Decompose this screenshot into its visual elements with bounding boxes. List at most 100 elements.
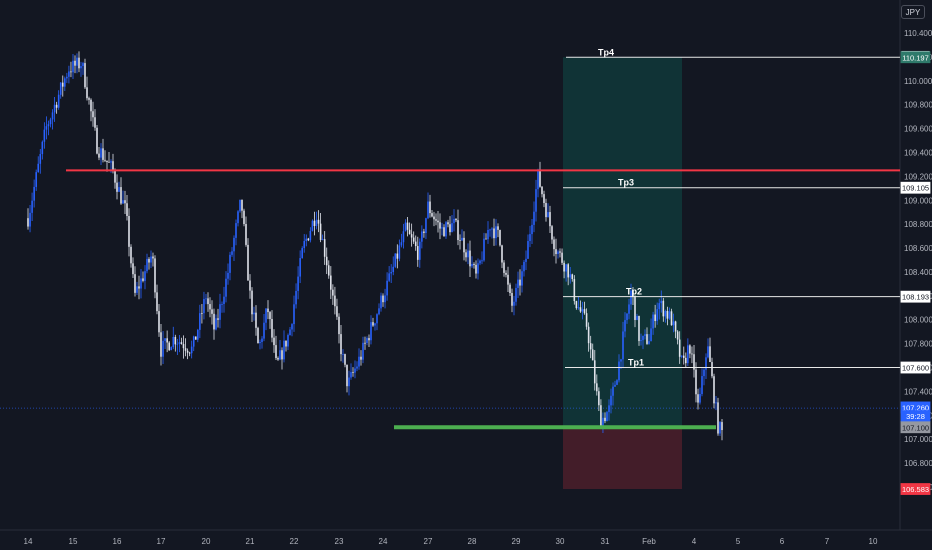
candle-body (313, 220, 316, 226)
candle (475, 260, 477, 279)
candle (636, 313, 638, 321)
candle-body (598, 391, 600, 406)
candle-body (606, 412, 608, 422)
candle-body (612, 386, 614, 396)
candle-body (59, 82, 62, 95)
candle (229, 251, 231, 281)
candle-body (201, 313, 203, 314)
candle (227, 263, 229, 285)
price-badge-text: 107.260 (902, 403, 929, 412)
candle (126, 195, 128, 221)
candle-body (600, 405, 602, 429)
candle-body (366, 338, 368, 344)
candle-body (429, 201, 431, 214)
candle (144, 265, 146, 290)
candle (72, 53, 74, 80)
candle (205, 294, 207, 305)
candle (493, 218, 495, 246)
y-tick-label: 109.000 (904, 196, 932, 205)
candle (402, 223, 405, 249)
candle (449, 216, 451, 236)
candle-body (61, 82, 64, 87)
candle-body (51, 112, 54, 120)
candle (719, 421, 721, 437)
candle-body (265, 308, 267, 323)
candle-body (445, 222, 447, 237)
y-tick-label: 110.000 (904, 77, 932, 86)
candle (529, 225, 531, 248)
candle-body (610, 395, 612, 406)
candle-body (144, 271, 146, 281)
candle-body (549, 212, 551, 227)
y-tick-label: 107.400 (904, 387, 932, 396)
candle-body (489, 229, 491, 231)
candle (587, 322, 590, 352)
candle (114, 168, 116, 189)
candle (305, 234, 308, 247)
candle (459, 234, 461, 250)
candle-body (317, 219, 320, 224)
candle (346, 364, 348, 393)
candle (503, 260, 505, 277)
candle (628, 298, 630, 320)
candle-body (695, 369, 697, 395)
candle-body (158, 311, 160, 333)
candle (70, 61, 72, 78)
candle (547, 203, 549, 218)
candle (194, 336, 197, 340)
candle-body (499, 229, 501, 246)
candle-body (376, 314, 378, 324)
candle-body (112, 161, 114, 171)
candle (469, 240, 471, 278)
currency-badge[interactable]: JPY (901, 5, 925, 19)
candle (531, 218, 533, 245)
candle (295, 283, 297, 309)
candle (654, 304, 656, 328)
candle (644, 329, 646, 340)
candle (463, 231, 465, 261)
candle-body (596, 383, 598, 392)
candle (57, 90, 60, 110)
candle-body (493, 228, 495, 239)
candle (309, 227, 312, 243)
candle (680, 355, 683, 359)
candle (461, 229, 463, 241)
x-tick-label: 5 (736, 537, 741, 546)
candle (477, 258, 479, 280)
candle-body (646, 334, 648, 344)
profit-zone (563, 57, 682, 428)
candle-body (713, 376, 715, 404)
candle-body (425, 218, 427, 234)
candle (247, 238, 249, 281)
candle (602, 412, 604, 434)
candle (439, 213, 441, 240)
price-badge-bg (900, 421, 931, 434)
candle (414, 235, 417, 251)
candle-body (249, 280, 251, 291)
candle (652, 311, 654, 335)
candle (374, 322, 376, 331)
candle-body (100, 148, 102, 158)
candle-body (110, 161, 112, 163)
candle-body (545, 202, 547, 218)
candle-body (587, 326, 590, 344)
candle (467, 243, 469, 265)
candle-body (402, 231, 405, 243)
candle (277, 356, 279, 361)
candle-body (275, 345, 277, 358)
candle (53, 96, 56, 122)
candle-body (511, 293, 513, 306)
target-label: Tp2 (626, 287, 642, 297)
candle (404, 219, 407, 232)
candle (88, 96, 90, 105)
candle-body (43, 129, 46, 142)
candle-body (620, 359, 622, 362)
candle-body (449, 224, 451, 233)
candle (447, 219, 449, 228)
candle-body (53, 104, 56, 113)
target-label: Tp3 (618, 178, 634, 188)
candle-body (650, 328, 652, 342)
candle (501, 244, 503, 269)
candle (537, 168, 539, 198)
